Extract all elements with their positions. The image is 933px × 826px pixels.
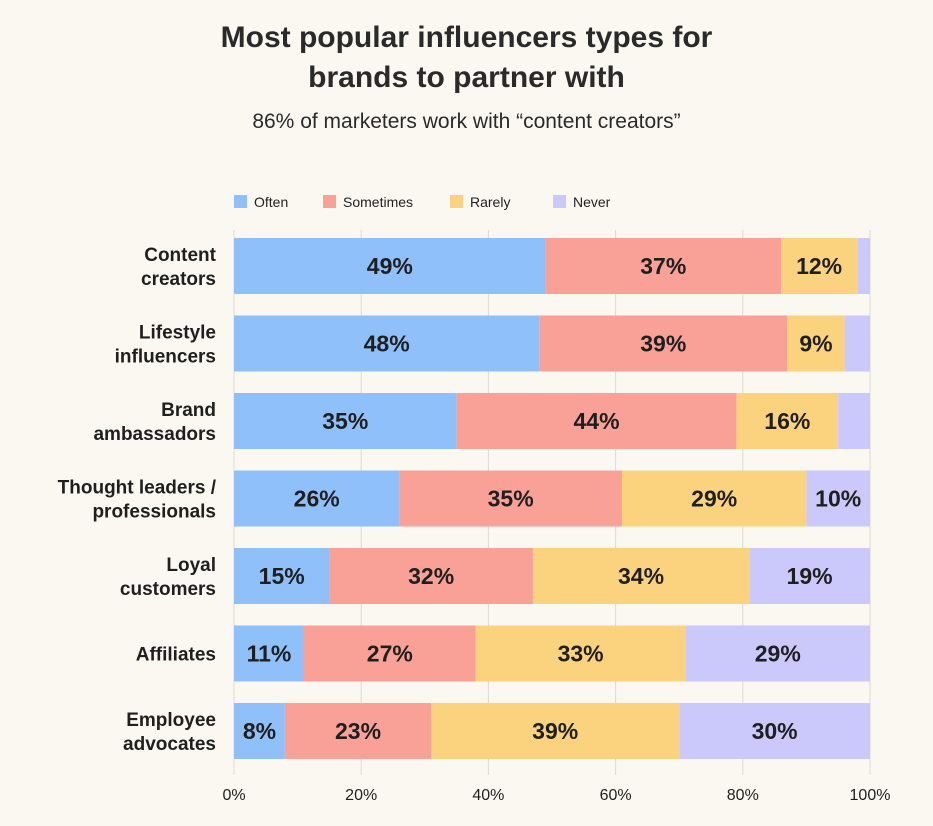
data-label: 26% xyxy=(294,486,340,512)
bar-sometimes xyxy=(545,238,781,294)
legend-swatch-never xyxy=(553,195,566,208)
data-label: 23% xyxy=(335,718,381,744)
bar-sometimes xyxy=(456,393,737,449)
legend-swatch-rarely xyxy=(450,195,463,208)
bar-sometimes xyxy=(329,548,533,604)
category-label: Thought leaders / professionals xyxy=(58,478,217,523)
data-label: 19% xyxy=(787,563,833,589)
bar-often xyxy=(234,238,546,294)
data-label: 9% xyxy=(799,331,832,357)
bar-never xyxy=(838,393,870,449)
data-label: 8% xyxy=(243,718,276,744)
bar-rarely xyxy=(780,238,858,294)
title-line-1: Most popular influencers types for xyxy=(220,21,713,54)
data-label: 48% xyxy=(364,331,410,357)
bar-often xyxy=(234,548,330,604)
data-label: 29% xyxy=(691,486,737,512)
data-label: 32% xyxy=(408,563,454,589)
legend-label-never: Never xyxy=(573,194,611,210)
category-label: Lifestyle influencers xyxy=(115,323,216,368)
x-tick-label: 0% xyxy=(222,787,245,804)
data-label: 35% xyxy=(322,408,368,434)
data-label: 12% xyxy=(796,253,842,279)
data-label: 10% xyxy=(815,486,861,512)
legend-label-sometimes: Sometimes xyxy=(343,194,413,210)
data-label: 39% xyxy=(640,331,686,357)
data-label: 44% xyxy=(573,408,619,434)
bar-often xyxy=(234,315,540,372)
category-label: Content creators xyxy=(141,245,217,290)
bar-sometimes xyxy=(399,470,622,527)
data-label: 11% xyxy=(247,641,292,667)
category-label: Brand ambassadors xyxy=(93,400,216,445)
data-label: 27% xyxy=(367,641,413,667)
legend-label-rarely: Rarely xyxy=(470,194,510,210)
category-label: Affiliates xyxy=(136,645,216,666)
x-tick-label: 80% xyxy=(727,787,759,804)
bar-sometimes xyxy=(284,703,432,759)
bar-never xyxy=(806,470,870,527)
bar-often xyxy=(234,470,400,527)
data-label: 33% xyxy=(558,641,604,667)
chart-title: Most popular influencers types for brand… xyxy=(0,18,933,98)
bar-rarely xyxy=(736,393,839,449)
x-tick-label: 100% xyxy=(850,787,891,804)
bar-rarely xyxy=(431,703,680,759)
bar-never xyxy=(685,625,870,682)
category-label: Loyal customers xyxy=(120,555,216,600)
chart-subtitle: 86% of marketers work with “content crea… xyxy=(252,110,681,133)
legend-label-often: Often xyxy=(254,194,288,210)
bar-rarely xyxy=(475,625,686,682)
bar-rarely xyxy=(532,548,750,604)
data-label: 16% xyxy=(764,408,810,434)
legend-swatch-sometimes xyxy=(323,195,336,208)
title-line-2: brands to partner with xyxy=(308,61,625,94)
data-label: 35% xyxy=(488,486,534,512)
x-tick-label: 20% xyxy=(345,787,377,804)
bar-never xyxy=(749,548,870,604)
data-label: 39% xyxy=(532,718,578,744)
bar-never xyxy=(844,315,870,372)
data-label: 15% xyxy=(259,563,305,589)
data-label: 49% xyxy=(367,253,413,279)
data-label: 30% xyxy=(752,718,798,744)
data-label: 29% xyxy=(755,641,801,667)
x-tick-label: 40% xyxy=(472,787,504,804)
bar-sometimes xyxy=(303,625,476,682)
legend-swatch-often xyxy=(234,195,247,208)
bar-sometimes xyxy=(539,315,788,372)
bar-often xyxy=(234,625,304,682)
category-label: Employee advocates xyxy=(123,710,216,755)
bar-never xyxy=(679,703,870,759)
x-tick-label: 60% xyxy=(600,787,632,804)
bar-often xyxy=(234,393,457,449)
bar-rarely xyxy=(621,470,807,527)
data-label: 37% xyxy=(640,253,686,279)
bar-never xyxy=(857,238,870,294)
bar-rarely xyxy=(787,315,845,372)
bar-often xyxy=(234,703,285,759)
data-label: 34% xyxy=(618,563,664,589)
